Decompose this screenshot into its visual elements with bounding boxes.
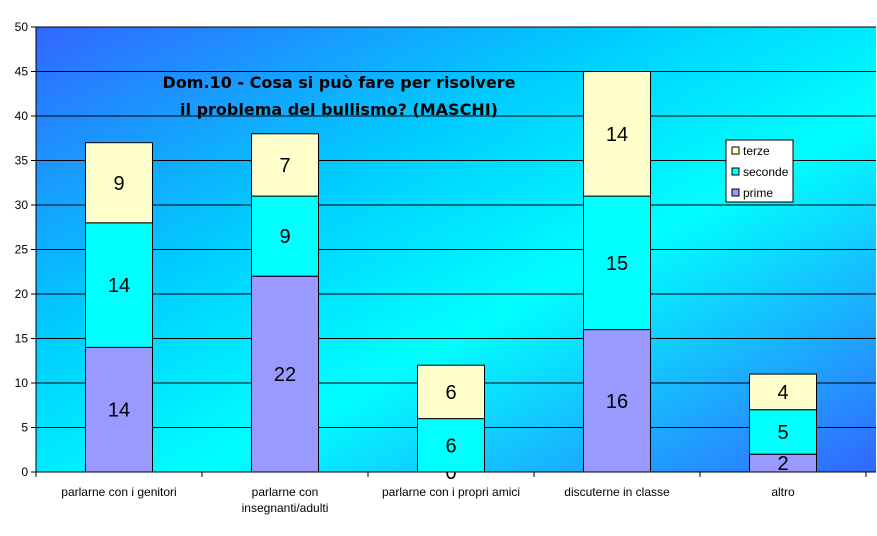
bars: 14 14 9 22 9 7 0 6 6 16 15 14 2 5 4: [85, 71, 817, 484]
x-category-label: discuterne in classe: [564, 485, 670, 499]
x-category-label-line: discuterne in classe: [564, 485, 670, 499]
data-label-terze: 7: [279, 155, 290, 177]
legend-swatch-seconde: [731, 167, 740, 176]
data-label-seconde: 15: [606, 253, 628, 275]
bar-terze: [251, 133, 319, 197]
y-tick-label: 25: [15, 243, 29, 257]
data-label-seconde: 14: [108, 275, 130, 297]
x-category-label: altro: [771, 485, 795, 499]
legend-label-prime: prime: [743, 186, 773, 200]
bar-seconde: [417, 418, 485, 473]
legend-swatch-terze: [731, 146, 740, 155]
y-tick-label: 20: [15, 287, 29, 301]
chart-title-line: il problema del bullismo? (MASCHI): [180, 100, 498, 119]
x-category-label-line: parlarne con: [252, 485, 319, 499]
y-tick-label: 50: [15, 20, 29, 34]
y-tick-label: 40: [15, 109, 29, 123]
y-tick-label: 0: [21, 465, 28, 479]
data-label-prime: 0: [445, 462, 456, 484]
bar-terze: [583, 71, 651, 197]
bar-seconde: [85, 222, 153, 348]
y-tick-label: 15: [15, 332, 29, 346]
legend-swatch-prime: [731, 188, 740, 197]
x-category-label-line: insegnanti/adulti: [242, 501, 329, 515]
x-category-label: parlarne con insegnanti/adulti: [242, 485, 329, 515]
bar-terze: [749, 373, 817, 411]
data-label-terze: 4: [777, 382, 788, 404]
legend: terze seconde prime: [725, 139, 794, 203]
chart-title-line: Dom.10 - Cosa si può fare per risolvere: [163, 73, 516, 92]
bar-seconde: [749, 409, 817, 455]
data-label-prime: 14: [108, 400, 130, 422]
data-label-prime: 16: [606, 391, 628, 413]
y-tick-label: 35: [15, 154, 29, 168]
x-category-label-line: parlarne con i genitori: [61, 485, 176, 499]
data-label-prime: 2: [777, 453, 788, 475]
y-tick-label: 10: [15, 376, 29, 390]
bar-terze: [417, 364, 485, 420]
data-label-prime: 22: [274, 364, 296, 386]
legend-label-seconde: seconde: [743, 165, 789, 179]
y-tick-label: 30: [15, 198, 29, 212]
data-label-seconde: 5: [777, 422, 788, 444]
data-label-seconde: 9: [279, 226, 290, 248]
y-tick-label: 5: [21, 421, 28, 435]
data-label-terze: 9: [113, 173, 124, 195]
data-label-terze: 6: [445, 382, 456, 404]
bar-prime: [251, 275, 319, 473]
bar-prime: [85, 346, 153, 473]
data-label-terze: 14: [606, 124, 628, 146]
legend-label-terze: terze: [743, 144, 770, 158]
x-category-label-line: altro: [771, 485, 795, 499]
bar-seconde: [583, 195, 651, 331]
x-category-label-line: parlarne con i propri amici: [382, 485, 520, 499]
x-category-label: parlarne con i genitori: [61, 485, 176, 499]
bar-terze: [85, 142, 153, 224]
data-label-seconde: 6: [445, 435, 456, 457]
chart-title: Dom.10 - Cosa si può fare per risolvere i…: [163, 73, 516, 119]
x-category-label: parlarne con i propri amici: [382, 485, 520, 499]
y-tick-label: 45: [15, 65, 29, 79]
